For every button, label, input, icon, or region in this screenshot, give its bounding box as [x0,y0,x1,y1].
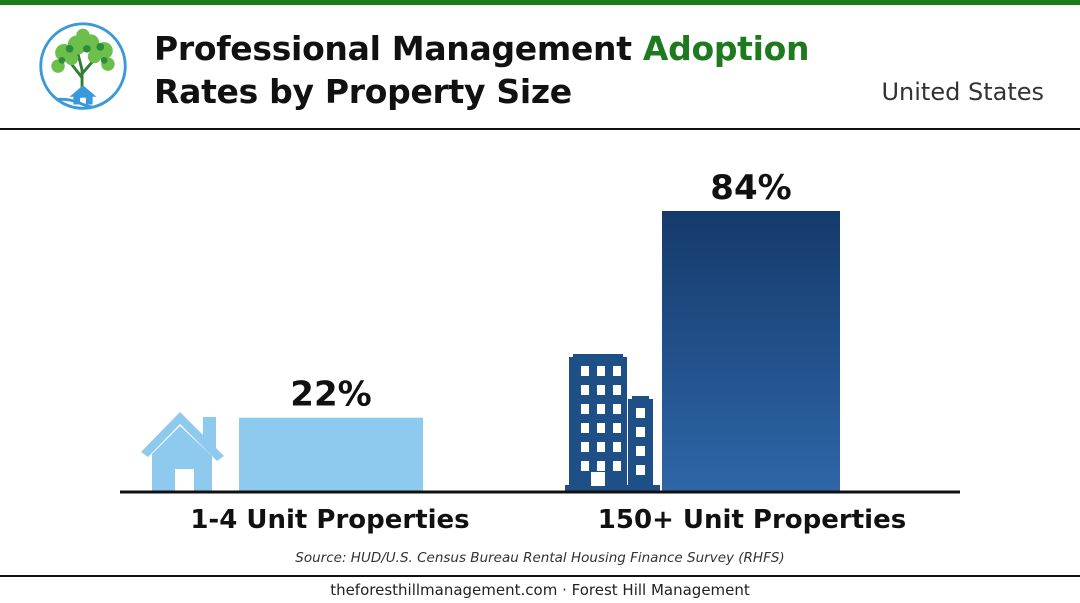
window-icon [613,385,621,395]
window-icon [581,385,589,395]
category-label: 1-4 Unit Properties [190,505,469,535]
window-icon [597,461,605,471]
window-icon [613,461,621,471]
chart-title: Professional Management Adoption Rates b… [154,27,854,113]
window-icon [613,442,621,452]
window-icon [636,446,645,456]
title-part2: Rates by Property Size [154,72,572,111]
window-icon [597,366,605,376]
region-label: United States [881,78,1044,106]
apartment-building-icon [565,354,660,492]
value-label: 84% [710,168,791,208]
window-icon [597,423,605,433]
title-accent: Adoption [642,29,810,68]
category-label: 150+ Unit Properties [598,505,906,535]
window-icon [613,366,621,376]
window-icon [597,442,605,452]
window-icon [597,404,605,414]
value-label: 22% [290,375,371,415]
window-icon [613,423,621,433]
window-icon [581,423,589,433]
footer-divider [0,575,1080,577]
window-icon [597,385,605,395]
source-note: Source: HUD/U.S. Census Bureau Rental Ho… [295,550,785,566]
title-part1: Professional Management [154,29,643,68]
window-icon [636,427,645,437]
window-icon [581,404,589,414]
bar-small-properties [239,417,423,491]
bar-chart: 22% 84% 1-4 Unit Properties 150+ Unit Prop… [120,168,960,535]
top-accent-bar [0,0,1080,5]
door-icon [591,472,605,486]
window-icon [581,366,589,376]
house-icon [141,412,224,492]
forest-hill-logo-icon [39,22,127,110]
footer-text: theforesthillmanagement.com · Forest Hil… [330,581,750,599]
header-divider [0,128,1080,130]
window-icon [581,461,589,471]
window-icon [581,442,589,452]
bar-large-properties [662,211,840,491]
window-icon [636,408,645,418]
window-icon [613,404,621,414]
window-icon [636,465,645,475]
